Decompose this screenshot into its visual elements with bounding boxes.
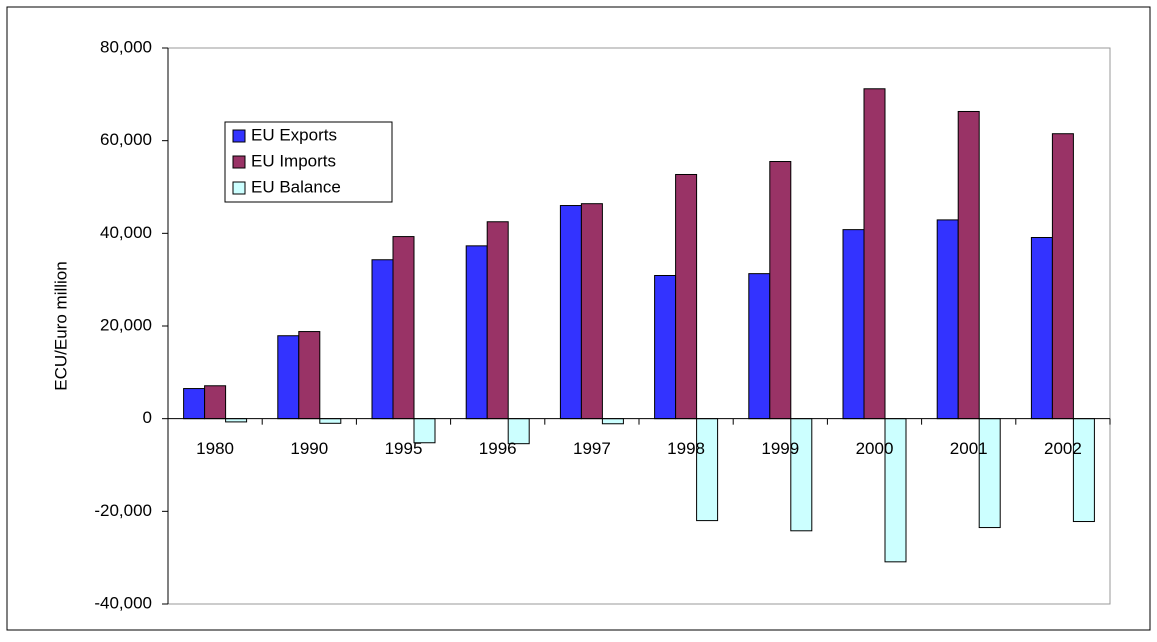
bar [957, 110, 980, 420]
y-axis-label: ECU/Euro million [51, 261, 70, 390]
x-tick-label: 1995 [385, 439, 423, 458]
x-tick-label: 1999 [761, 439, 799, 458]
bar [696, 418, 719, 522]
bar [790, 418, 813, 532]
y-tick-label: 60,000 [100, 130, 152, 149]
bar [465, 245, 488, 420]
bar [863, 88, 886, 420]
bar [1072, 418, 1095, 523]
legend-swatch [232, 181, 246, 195]
bar [204, 385, 227, 420]
bar [654, 274, 677, 420]
bar [392, 236, 415, 420]
bar [486, 221, 509, 420]
y-tick-label: -40,000 [94, 593, 152, 612]
y-tick-label: 0 [143, 408, 152, 427]
bar [978, 418, 1001, 529]
bar [277, 335, 300, 420]
legend-swatch [232, 129, 246, 143]
y-tick-label: 80,000 [100, 37, 152, 56]
bar [1051, 133, 1074, 420]
bar [601, 418, 624, 425]
y-tick-label: 40,000 [100, 223, 152, 242]
bar [769, 161, 792, 420]
legend-swatch [232, 155, 246, 169]
bar [675, 173, 698, 420]
bar [298, 331, 321, 420]
bar [936, 219, 959, 420]
legend-label: EU Balance [251, 177, 341, 196]
y-tick-label: -20,000 [94, 501, 152, 520]
x-tick-label: 1998 [667, 439, 705, 458]
x-tick-label: 1996 [479, 439, 517, 458]
bar [319, 418, 342, 424]
x-tick-label: 1997 [573, 439, 611, 458]
bar [748, 273, 771, 420]
x-tick-label: 2002 [1044, 439, 1082, 458]
bar [371, 259, 394, 420]
bar [842, 229, 865, 420]
x-tick-label: 1980 [196, 439, 234, 458]
bar [183, 388, 206, 420]
legend-box [224, 121, 393, 203]
bar [559, 205, 582, 420]
y-tick-label: 20,000 [100, 315, 152, 334]
legend-label: EU Imports [251, 151, 336, 170]
x-tick-label: 2001 [950, 439, 988, 458]
bar [580, 203, 603, 420]
bar [1030, 237, 1053, 420]
x-tick-label: 2000 [856, 439, 894, 458]
x-tick-label: 1990 [290, 439, 328, 458]
legend-label: EU Exports [251, 125, 337, 144]
